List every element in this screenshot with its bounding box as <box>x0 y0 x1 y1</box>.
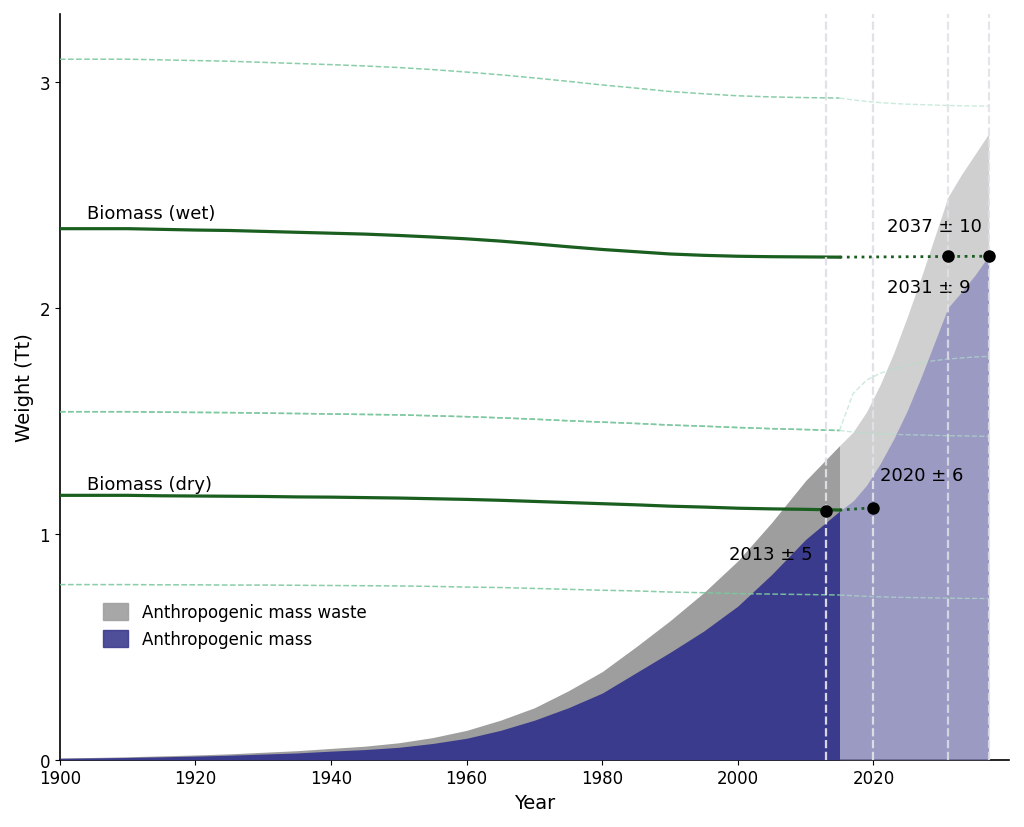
Text: Biomass (wet): Biomass (wet) <box>87 204 215 222</box>
Text: 2013 ± 5: 2013 ± 5 <box>729 545 812 563</box>
Text: 2020 ± 6: 2020 ± 6 <box>881 466 964 485</box>
Text: 2031 ± 9: 2031 ± 9 <box>887 279 971 297</box>
Text: 2037 ± 10: 2037 ± 10 <box>887 218 982 236</box>
X-axis label: Year: Year <box>514 793 555 812</box>
Legend: Anthropogenic mass waste, Anthropogenic mass: Anthropogenic mass waste, Anthropogenic … <box>96 597 373 655</box>
Text: Biomass (dry): Biomass (dry) <box>87 476 212 494</box>
Y-axis label: Weight (Tt): Weight (Tt) <box>15 333 34 442</box>
